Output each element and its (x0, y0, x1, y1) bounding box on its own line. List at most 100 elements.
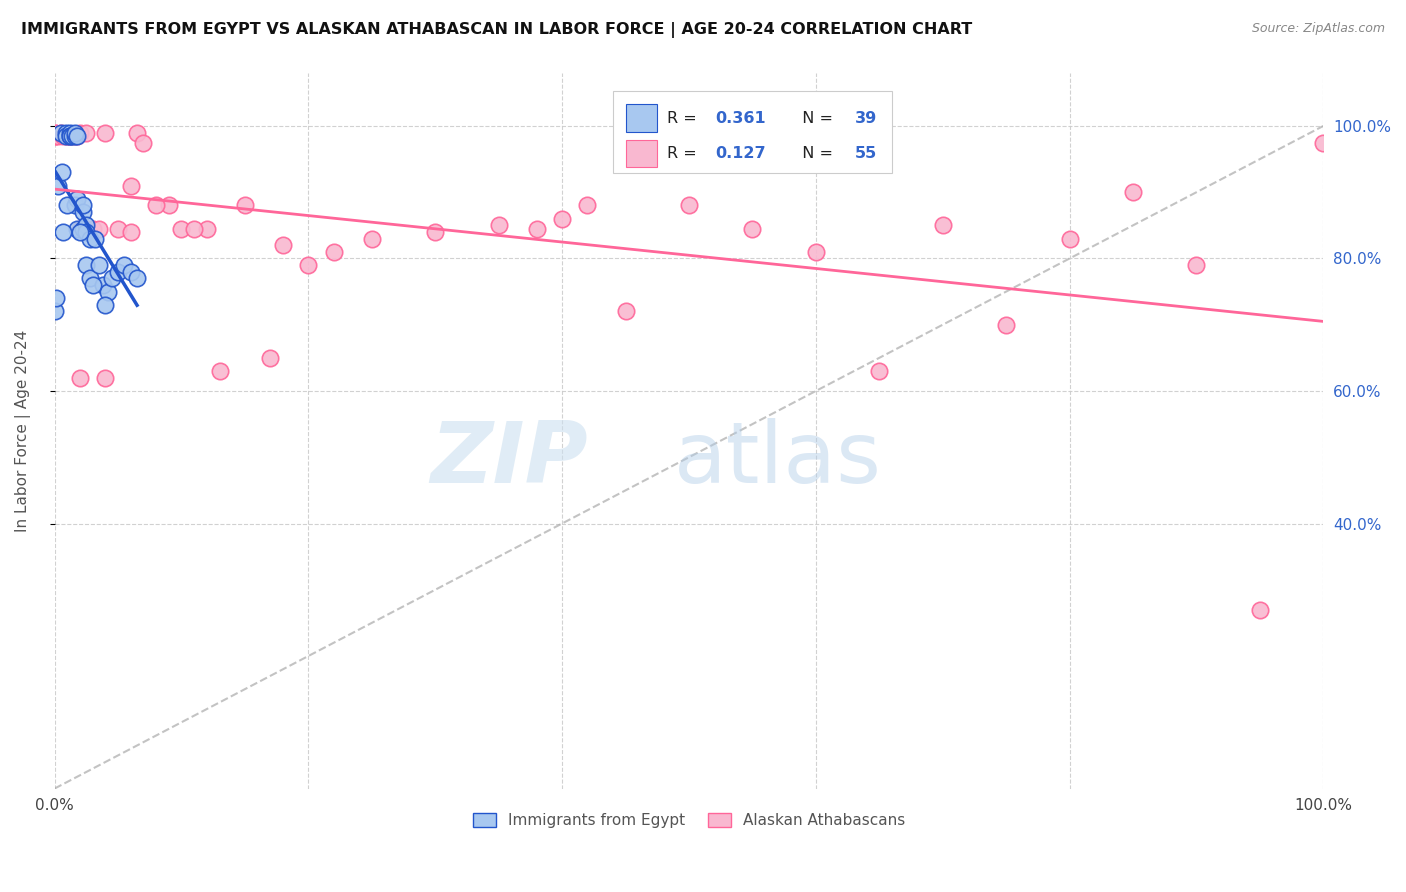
Point (112, 258, 135, 272)
Point (271, 238, 294, 252)
Point (322, 244, 344, 259)
Point (208, 364, 231, 378)
Bar (626, 140, 657, 168)
Point (69, 370, 91, 384)
Point (360, 232, 382, 246)
Text: 0.127: 0.127 (716, 146, 766, 161)
Point (62, 128, 84, 143)
Point (55, 126, 77, 140)
Point (100, 271, 122, 285)
Point (69, 126, 91, 140)
Point (44, 128, 66, 143)
Point (995, 318, 1018, 332)
Text: Source: ZipAtlas.com: Source: ZipAtlas.com (1251, 22, 1385, 36)
Point (75, 221, 97, 235)
Point (51, 165, 73, 179)
Point (107, 265, 129, 279)
Point (69, 225, 91, 239)
Point (297, 258, 319, 272)
Point (94, 370, 117, 384)
Point (72, 198, 94, 212)
Point (72, 205, 94, 219)
Point (44, 126, 66, 140)
Point (91, 277, 114, 292)
Point (56, 198, 79, 212)
Point (1249, 602, 1271, 616)
Text: R =: R = (668, 111, 702, 126)
Text: N =: N = (792, 111, 838, 126)
Text: atlas: atlas (673, 417, 882, 501)
Point (84, 232, 107, 246)
Point (120, 178, 142, 193)
Point (79, 232, 101, 246)
Point (233, 198, 256, 212)
Text: R =: R = (668, 146, 702, 161)
Point (551, 211, 574, 226)
Point (75, 258, 97, 272)
Point (44, 126, 66, 140)
Point (195, 221, 218, 235)
Bar (626, 104, 657, 132)
Text: 39: 39 (855, 111, 877, 126)
Text: 55: 55 (855, 146, 877, 161)
Point (60, 128, 83, 143)
Point (107, 221, 129, 235)
Point (157, 198, 180, 212)
Point (132, 136, 155, 150)
Point (44, 128, 66, 143)
Point (259, 351, 281, 365)
Point (48, 128, 70, 143)
Point (75, 225, 97, 239)
Text: 0.361: 0.361 (716, 111, 766, 126)
Point (52, 128, 75, 143)
Point (66, 128, 89, 143)
Point (63, 198, 86, 212)
Point (678, 198, 700, 212)
Point (69, 221, 91, 235)
Y-axis label: In Labor Force | Age 20-24: In Labor Force | Age 20-24 (15, 330, 31, 532)
Point (1185, 258, 1208, 272)
Point (66, 192, 89, 206)
Point (82, 277, 104, 292)
Point (79, 271, 101, 285)
Point (804, 244, 827, 259)
Point (82, 221, 104, 235)
Point (87, 258, 110, 272)
Point (145, 198, 167, 212)
Text: ZIP: ZIP (430, 417, 588, 501)
Point (94, 298, 117, 312)
Point (56, 128, 79, 143)
Point (741, 221, 763, 235)
Point (72, 221, 94, 235)
Point (66, 221, 89, 235)
Text: N =: N = (792, 146, 838, 161)
Point (59, 128, 82, 143)
Point (125, 271, 148, 285)
Point (63, 128, 86, 143)
Point (45, 291, 67, 305)
FancyBboxPatch shape (613, 91, 891, 173)
Point (120, 225, 142, 239)
Point (868, 364, 890, 378)
Point (66, 128, 89, 143)
Point (75, 126, 97, 140)
Point (49, 126, 72, 140)
Text: IMMIGRANTS FROM EGYPT VS ALASKAN ATHABASCAN IN LABOR FORCE | AGE 20-24 CORRELATI: IMMIGRANTS FROM EGYPT VS ALASKAN ATHABAS… (21, 22, 973, 38)
Point (55, 128, 77, 143)
Point (59, 126, 82, 140)
Point (425, 225, 447, 239)
Point (488, 219, 510, 233)
Point (52, 225, 75, 239)
Point (526, 221, 548, 235)
Point (94, 126, 117, 140)
Point (1122, 186, 1144, 200)
Point (97, 285, 120, 299)
Point (125, 126, 148, 140)
Point (576, 198, 599, 212)
Point (170, 221, 193, 235)
Point (59, 128, 82, 143)
Point (1059, 232, 1081, 246)
Point (614, 304, 637, 318)
Point (48, 178, 70, 193)
Point (56, 128, 79, 143)
